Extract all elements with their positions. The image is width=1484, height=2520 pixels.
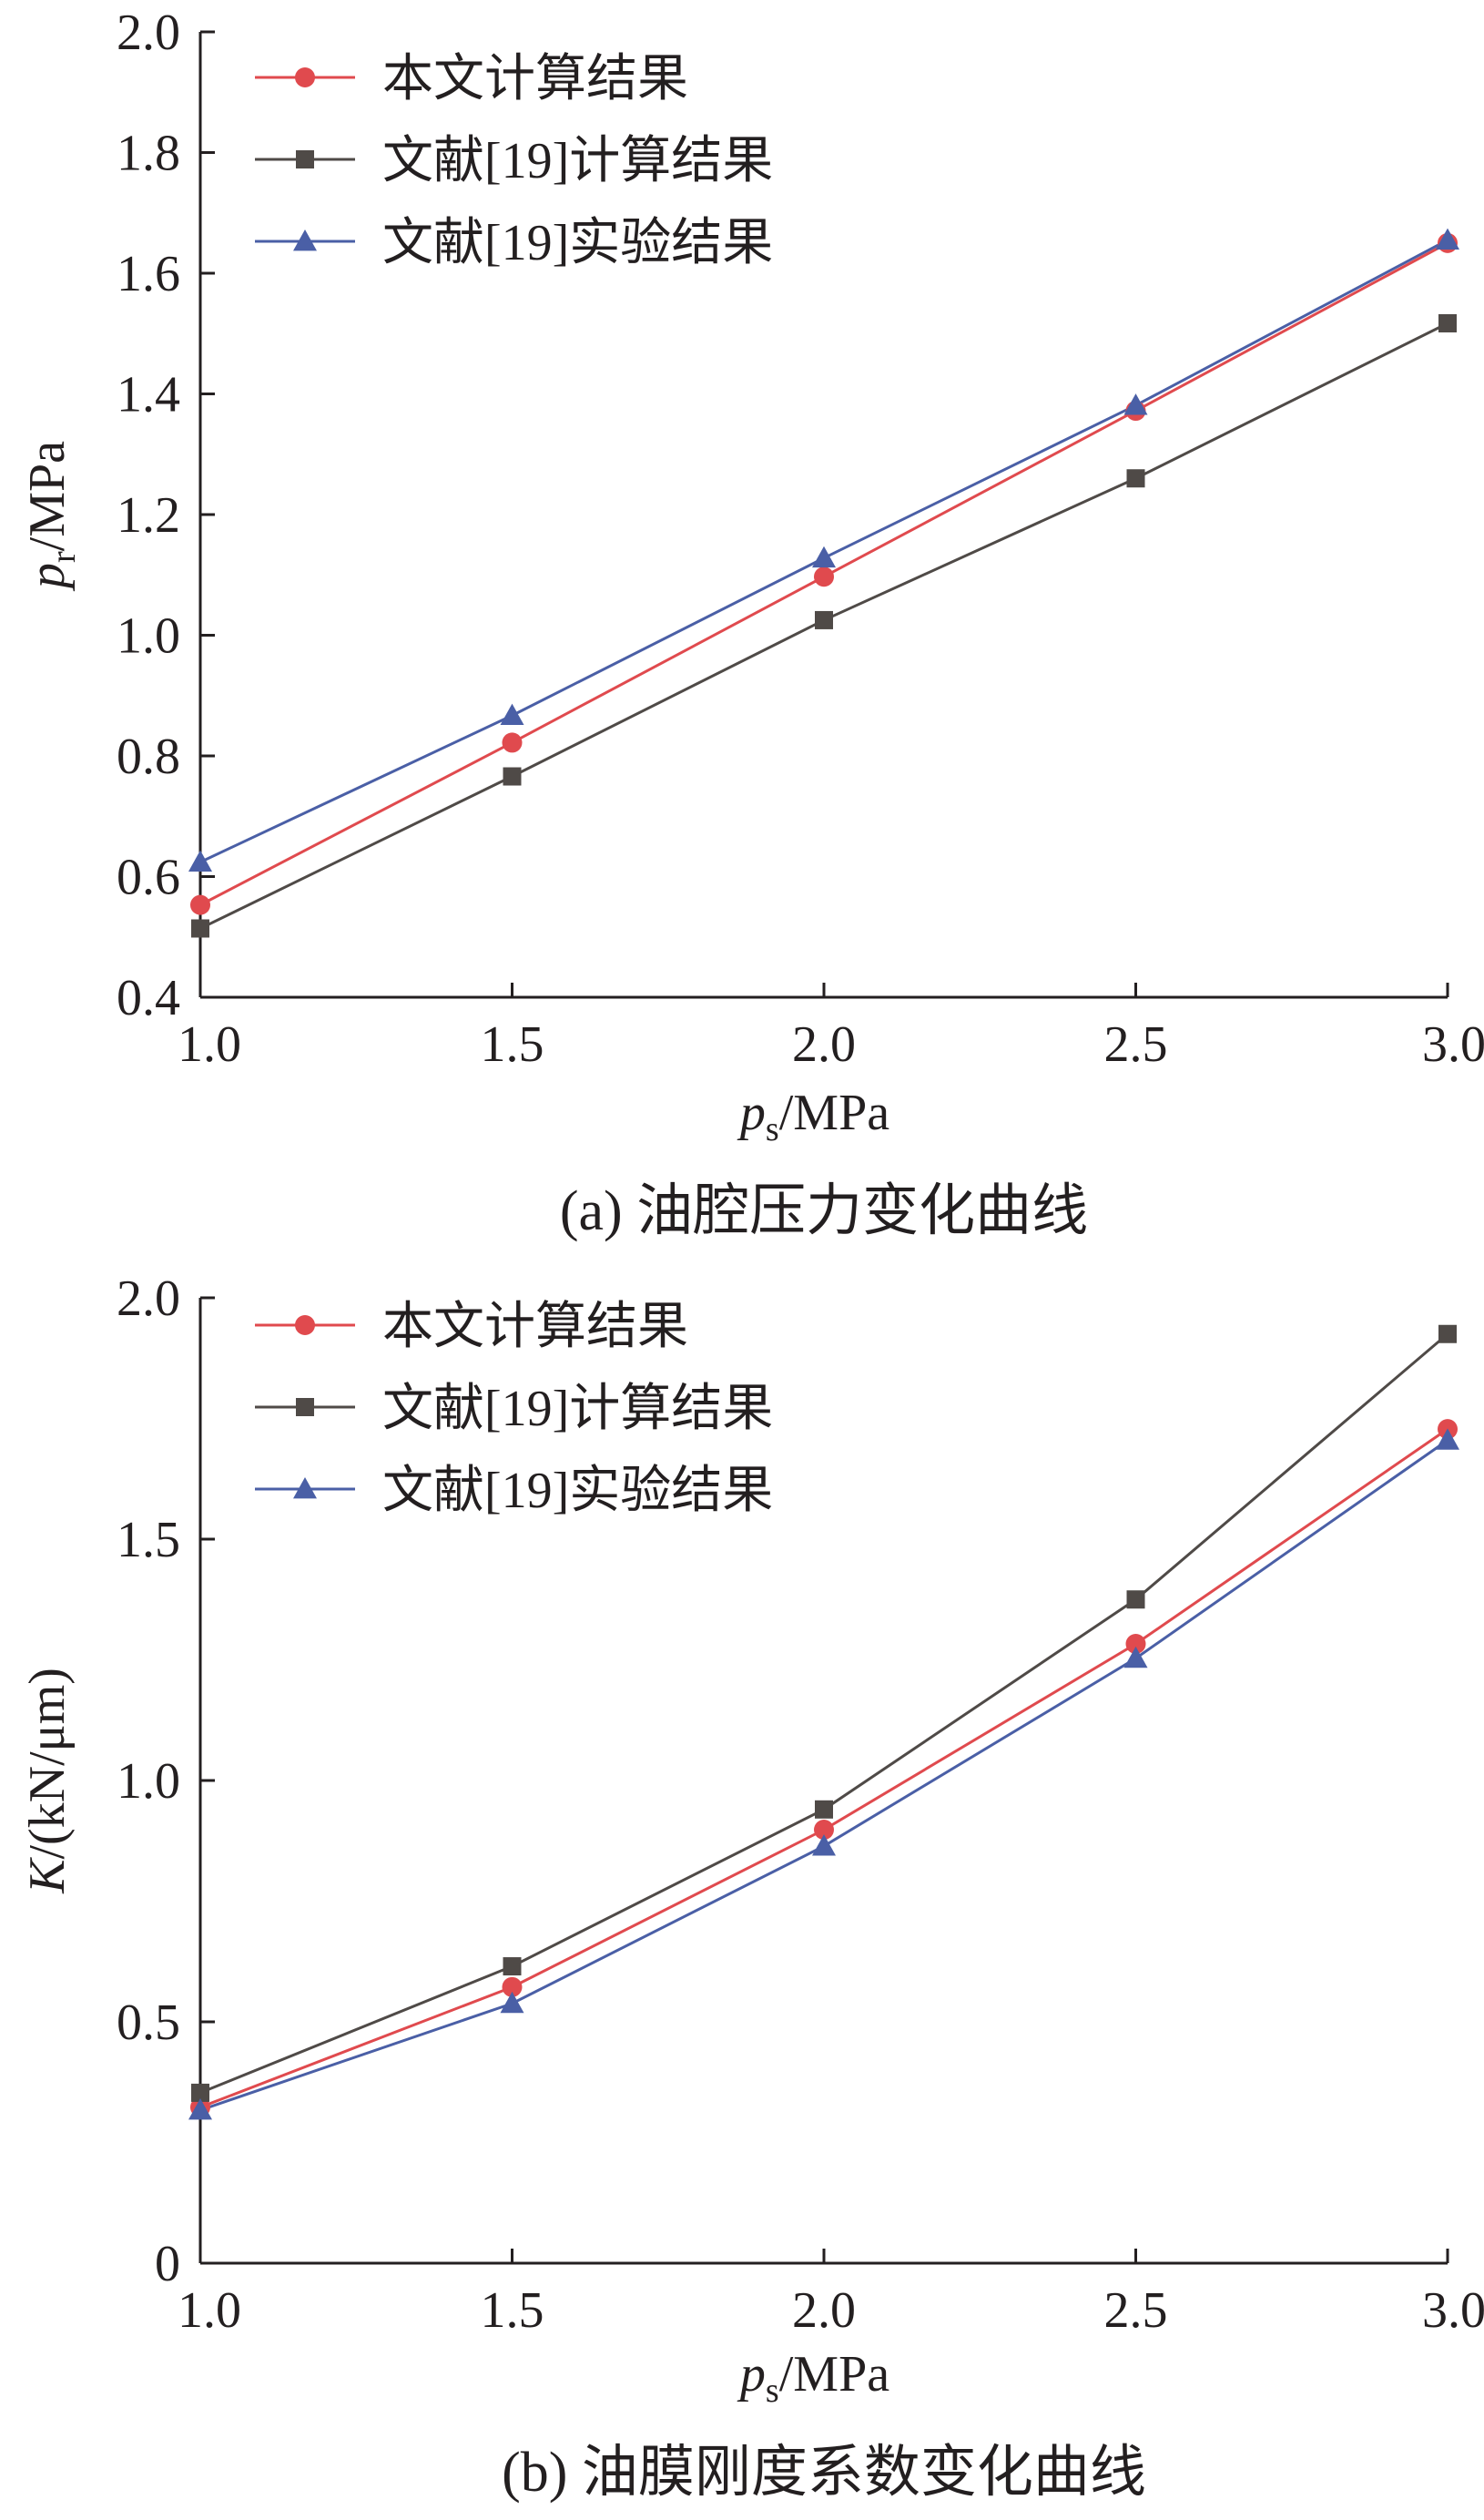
data-point-series-2: [1436, 1428, 1459, 1450]
data-point-series-1: [1126, 469, 1145, 488]
legend-label-1: 文献[19]计算结果: [382, 1381, 773, 1437]
legend-marker-2: [293, 1477, 317, 1499]
legend-marker-1: [296, 150, 314, 168]
data-point-series-2: [1123, 393, 1148, 415]
data-point-series-1: [503, 1957, 522, 1976]
data-point-series-2: [812, 546, 836, 568]
legend-label-2: 文献[19]实验结果: [382, 1463, 773, 1519]
figure-caption: (a) 油腔压力变化曲线: [560, 1180, 1088, 1242]
data-point-series-1: [1126, 1590, 1145, 1609]
legend-marker-1: [296, 1398, 314, 1416]
data-point-series-2: [188, 850, 212, 872]
y-tick-label: 1.4: [117, 367, 180, 423]
data-point-series-0: [502, 732, 523, 753]
data-point-series-1: [815, 610, 833, 629]
x-tick-label: 3.0: [1422, 1016, 1484, 1073]
legend-label-0: 本文计算结果: [382, 1299, 688, 1355]
x-tick-label: 2.0: [792, 2282, 856, 2339]
data-point-series-1: [191, 2083, 209, 2102]
x-tick-label: 1.5: [481, 1016, 544, 1073]
y-tick-label: 1.8: [117, 126, 180, 182]
y-tick-label: 0.4: [117, 970, 180, 1026]
data-point-series-1: [1438, 1324, 1457, 1343]
y-tick-label: 0.6: [117, 850, 180, 906]
x-tick-label: 3.0: [1422, 2282, 1484, 2339]
chart-oil-cavity-pressure: 0.4 0.6 0.8 1.0 1.2 1.4 1.6 1.8 2.0 1.0 1.5 2.0 2.5 3…: [19, 5, 1484, 1242]
data-point-series-2: [500, 1991, 524, 2014]
y-tick-label: 0.8: [117, 729, 180, 785]
data-point-series-0: [502, 1976, 523, 1997]
y-tick-label: 0.5: [117, 1995, 180, 2051]
data-point-series-0: [1125, 1634, 1146, 1655]
data-point-series-0: [814, 566, 834, 587]
data-point-series-2: [500, 703, 524, 726]
y-tick-label: 1.2: [117, 487, 180, 544]
x-axis-label: ps/MPa: [737, 1085, 889, 1148]
data-point-series-1: [1438, 313, 1457, 332]
data-point-series-1: [191, 919, 209, 938]
series-line-2: [199, 1439, 1448, 2112]
figure-caption: (b) 油膜刚度系数变化曲线: [502, 2442, 1146, 2504]
series-line-1: [199, 1332, 1448, 2095]
series-line-0: [199, 1427, 1448, 2109]
data-point-series-2: [1436, 228, 1459, 250]
y-tick-label: 1.5: [117, 1512, 180, 1568]
x-tick-label: 2.0: [792, 1016, 856, 1073]
data-point-series-2: [188, 2097, 212, 2120]
legend-label-2: 文献[19]实验结果: [382, 215, 773, 271]
legend-label-1: 文献[19]计算结果: [382, 133, 773, 189]
legend-label-0: 本文计算结果: [382, 51, 688, 107]
x-tick-label: 2.5: [1104, 2282, 1168, 2339]
data-point-series-2: [1123, 1646, 1148, 1668]
y-tick-label: 2.0: [117, 1270, 180, 1327]
x-tick-label: 1.0: [178, 2282, 241, 2339]
y-tick-label: 0: [155, 2236, 180, 2292]
data-point-series-2: [812, 1834, 836, 1856]
legend-marker-0: [295, 67, 315, 87]
y-tick-label: 1.6: [117, 246, 180, 302]
x-axis-label: ps/MPa: [737, 2346, 889, 2410]
y-axis-label: pr/MPa: [19, 441, 83, 592]
chart-oil-film-stiffness: 0 0.5 1.0 1.5 2.0 1.0 1.5 2.0 2.5 3.0 ps/MPa K/(kN/…: [19, 1270, 1484, 2504]
data-point-series-1: [503, 767, 522, 786]
y-tick-label: 1.0: [117, 608, 180, 665]
legend-marker-2: [293, 230, 317, 251]
x-tick-label: 1.0: [178, 1016, 241, 1073]
y-axis-label: K/(kN/μm): [19, 1668, 76, 1894]
x-tick-label: 1.5: [481, 2282, 544, 2339]
y-tick-label: 1.0: [117, 1753, 180, 1810]
x-tick-label: 2.5: [1104, 1016, 1168, 1073]
data-point-series-0: [814, 1820, 834, 1841]
data-point-series-1: [815, 1800, 833, 1819]
data-point-series-0: [190, 894, 210, 915]
legend-marker-0: [295, 1315, 315, 1335]
y-tick-label: 2.0: [117, 5, 180, 61]
